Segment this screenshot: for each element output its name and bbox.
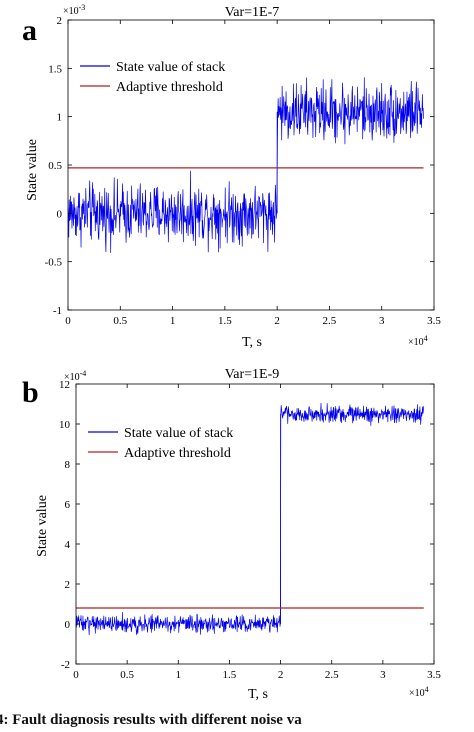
x-axis-label: T, s	[242, 335, 262, 350]
y-tick-label: -1	[53, 305, 62, 317]
x-tick-label: 2.5	[325, 669, 339, 681]
y-tick-label: 0	[65, 619, 71, 631]
y-exponent-label: ×10-4	[64, 369, 86, 383]
legend: State value of stack Adaptive threshold	[88, 426, 233, 461]
legend-label-state: State value of stack	[116, 60, 225, 75]
x-tick-label: 2.5	[323, 315, 337, 327]
y-tick-label: 4	[65, 539, 71, 551]
x-tick-label: 1	[170, 315, 176, 327]
y-tick-label: 2	[57, 15, 63, 27]
figure-caption: 4: Fault diagnosis results with differen…	[0, 712, 302, 728]
plot-area	[67, 77, 424, 253]
y-tick-label: 6	[65, 499, 71, 511]
y-tick-label: 8	[65, 459, 71, 471]
x-exponent-label: ×104	[408, 334, 428, 348]
x-tick-label: 1.5	[223, 669, 237, 681]
y-tick-label: -2	[61, 659, 70, 671]
x-tick-label: 2	[274, 315, 280, 327]
legend-label-threshold: Adaptive threshold	[124, 446, 231, 461]
y-tick-label: 10	[59, 419, 71, 431]
series-line-state	[67, 77, 424, 253]
y-exponent-label: ×10-3	[63, 3, 85, 17]
x-tick-label: 0.5	[113, 315, 127, 327]
panel-label: b	[22, 376, 39, 409]
x-tick-label: 3	[379, 315, 385, 327]
chart-panel-b: b Var=1E-9 ×10-4 State value T, s ×104 0…	[22, 367, 441, 702]
x-tick-label: 0	[65, 315, 71, 327]
legend-label-state: State value of stack	[124, 426, 233, 441]
legend: State value of stack Adaptive threshold	[80, 60, 225, 95]
x-tick-label: 2	[278, 669, 284, 681]
y-tick-label: 0	[57, 208, 63, 220]
x-tick-label: 1	[176, 669, 182, 681]
series-line-state	[75, 402, 425, 636]
x-tick-label: 3.5	[427, 669, 441, 681]
legend-label-threshold: Adaptive threshold	[116, 80, 223, 95]
chart-panel-a: a Var=1E-7 ×10-3 State value T, s ×104 0…	[22, 3, 442, 350]
chart-title: Var=1E-7	[225, 5, 280, 20]
x-axis-label: T, s	[248, 687, 268, 702]
y-tick-label: 1	[57, 112, 63, 124]
y-tick-label: 2	[65, 579, 71, 591]
plot-area	[75, 402, 425, 636]
x-tick-label: 1.5	[218, 315, 232, 327]
y-axis-label: State value	[25, 139, 40, 201]
y-tick-label: 12	[59, 379, 70, 391]
y-tick-label: -0.5	[45, 257, 63, 269]
x-tick-label: 3	[380, 669, 386, 681]
chart-title: Var=1E-9	[225, 367, 280, 382]
panel-label: a	[22, 14, 37, 47]
x-exponent-label: ×104	[409, 685, 429, 699]
axis-ticks: 0 0.5 1 1.5 2 2.5 3 3.5 -1 -0.5 0 0.5 1 1.5 2	[45, 15, 442, 327]
axes-frame	[75, 383, 435, 665]
y-tick-label: 1.5	[48, 63, 62, 75]
x-tick-label: 3.5	[427, 315, 441, 327]
x-tick-label: 0	[73, 669, 79, 681]
y-axis-label: State value	[35, 495, 50, 557]
y-tick-label: 0.5	[48, 160, 62, 172]
x-tick-label: 0.5	[120, 669, 134, 681]
